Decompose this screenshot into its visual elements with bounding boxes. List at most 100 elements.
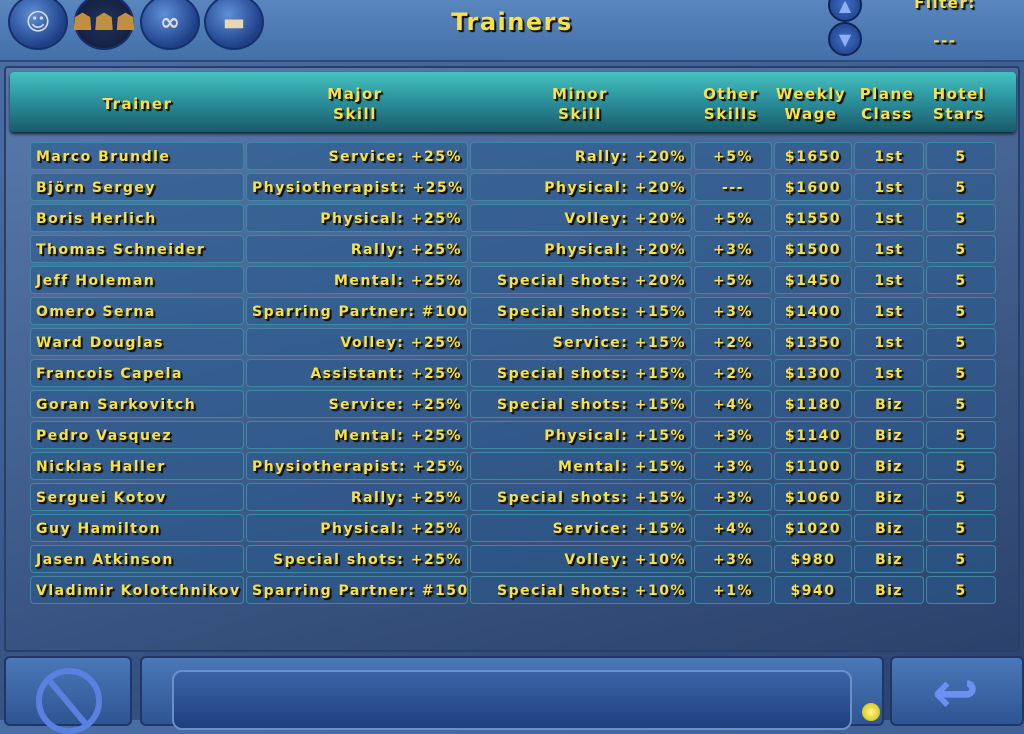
filter-value: ---	[933, 32, 957, 50]
col-trainer[interactable]: Trainer	[102, 95, 173, 113]
col-label: Other	[703, 85, 759, 103]
plane-class-cell: 1st	[854, 142, 924, 170]
hotel-stars-cell: 5	[926, 266, 996, 294]
binoculars-icon[interactable]: ∞	[140, 0, 200, 50]
col-other-skills[interactable]: Other Skills	[696, 84, 766, 124]
people-icon[interactable]: ☗☗☗	[72, 0, 136, 50]
col-label: Weekly	[775, 85, 847, 103]
plane-class-cell: 1st	[854, 266, 924, 294]
col-hotel-stars[interactable]: Hotel Stars	[924, 84, 994, 124]
other-skills-cell: +3%	[694, 483, 772, 511]
trainer-name-cell: Serguei Kotov	[30, 483, 244, 511]
col-label: Wage	[784, 105, 838, 123]
cancel-icon	[36, 668, 102, 734]
table-row[interactable]: Boris Herlich Physical: +25% Volley: +20% +…	[0, 204, 1024, 232]
col-weekly-wage[interactable]: Weekly Wage	[772, 84, 850, 124]
weekly-wage-cell: $1180	[774, 390, 852, 418]
hotel-stars-cell: 5	[926, 173, 996, 201]
table-row[interactable]: Goran Sarkovitch Service: +25% Special sho…	[0, 390, 1024, 418]
plane-class-cell: Biz	[854, 576, 924, 604]
table-row[interactable]: Thomas Schneider Rally: +25% Physical: +20…	[0, 235, 1024, 263]
major-skill-cell: Mental: +25%	[246, 421, 468, 449]
other-skills-cell: +3%	[694, 235, 772, 263]
table-row[interactable]: Björn Sergey Physiotherapist: +25% Physica…	[0, 173, 1024, 201]
other-skills-cell: +4%	[694, 390, 772, 418]
table-row[interactable]: Guy Hamilton Physical: +25% Service: +15% +…	[0, 514, 1024, 542]
hotel-stars-cell: 5	[926, 390, 996, 418]
table-row[interactable]: Jeff Holeman Mental: +25% Special shots: +…	[0, 266, 1024, 294]
col-minor-skill[interactable]: Minor Skill	[515, 84, 645, 124]
hotel-stars-cell: 5	[926, 421, 996, 449]
plane-class-cell: 1st	[854, 297, 924, 325]
top-bar: ☺ ☗☗☗ ∞ ▬ Trainers ▲ ▼ Filter: ---	[0, 0, 1024, 62]
col-plane-class[interactable]: Plane Class	[852, 84, 922, 124]
message-box	[172, 670, 852, 730]
major-skill-cell: Physiotherapist: +25%	[246, 452, 468, 480]
filter-down-button[interactable]: ▼	[828, 22, 862, 56]
trainer-name-cell: Goran Sarkovitch	[30, 390, 244, 418]
hotel-stars-cell: 5	[926, 297, 996, 325]
weekly-wage-cell: $1100	[774, 452, 852, 480]
table-row[interactable]: Vladimir Kolotchnikov Sparring Partner: #…	[0, 576, 1024, 604]
minor-skill-cell: Volley: +10%	[470, 545, 692, 573]
return-button[interactable]: ↩	[890, 656, 1024, 726]
minor-skill-cell: Special shots: +10%	[470, 576, 692, 604]
weekly-wage-cell: $940	[774, 576, 852, 604]
major-skill-cell: Physiotherapist: +25%	[246, 173, 468, 201]
cancel-button[interactable]	[4, 656, 132, 734]
table-row[interactable]: Jasen Atkinson Special shots: +25% Volley:…	[0, 545, 1024, 573]
col-label: Hotel	[932, 85, 986, 103]
weekly-wage-cell: $1600	[774, 173, 852, 201]
minor-skill-cell: Special shots: +15%	[470, 390, 692, 418]
major-skill-cell: Physical: +25%	[246, 514, 468, 542]
weekly-wage-cell: $1550	[774, 204, 852, 232]
table-row[interactable]: Ward Douglas Volley: +25% Service: +15% +2%…	[0, 328, 1024, 356]
plane-class-cell: Biz	[854, 452, 924, 480]
weekly-wage-cell: $1300	[774, 359, 852, 387]
major-skill-cell: Sparring Partner: #100	[246, 297, 468, 325]
hotel-stars-cell: 5	[926, 204, 996, 232]
trainer-name-cell: Ward Douglas	[30, 328, 244, 356]
weekly-wage-cell: $1140	[774, 421, 852, 449]
plane-class-cell: 1st	[854, 235, 924, 263]
major-skill-cell: Mental: +25%	[246, 266, 468, 294]
plane-class-cell: Biz	[854, 545, 924, 573]
plane-class-cell: Biz	[854, 483, 924, 511]
table-row[interactable]: Francois Capela Assistant: +25% Special sh…	[0, 359, 1024, 387]
filter-label: Filter:	[914, 0, 976, 12]
trainer-name-cell: Vladimir Kolotchnikov	[30, 576, 244, 604]
trainer-name-cell: Guy Hamilton	[30, 514, 244, 542]
brain-head-icon[interactable]: ☺	[8, 0, 68, 50]
minor-skill-cell: Volley: +20%	[470, 204, 692, 232]
col-major-skill[interactable]: Major Skill	[290, 84, 420, 124]
plane-class-cell: 1st	[854, 173, 924, 201]
table-row[interactable]: Omero Serna Sparring Partner: #100 Special…	[0, 297, 1024, 325]
table-row[interactable]: Marco Brundle Service: +25% Rally: +20% +5%…	[0, 142, 1024, 170]
other-skills-cell: +5%	[694, 266, 772, 294]
trainer-name-cell: Marco Brundle	[30, 142, 244, 170]
other-skills-cell: +3%	[694, 297, 772, 325]
building-icon[interactable]: ▬	[204, 0, 264, 50]
minor-skill-cell: Special shots: +15%	[470, 297, 692, 325]
major-skill-cell: Service: +25%	[246, 142, 468, 170]
table-row[interactable]: Nicklas Haller Physiotherapist: +25% Menta…	[0, 452, 1024, 480]
minor-skill-cell: Service: +15%	[470, 328, 692, 356]
table-row[interactable]: Pedro Vasquez Mental: +25% Physical: +15% +…	[0, 421, 1024, 449]
col-label: Major	[327, 85, 383, 103]
weekly-wage-cell: $980	[774, 545, 852, 573]
weekly-wage-cell: $1060	[774, 483, 852, 511]
trainer-name-cell: Björn Sergey	[30, 173, 244, 201]
weekly-wage-cell: $1400	[774, 297, 852, 325]
minor-skill-cell: Special shots: +15%	[470, 483, 692, 511]
other-skills-cell: ---	[694, 173, 772, 201]
hotel-stars-cell: 5	[926, 545, 996, 573]
table-row[interactable]: Serguei Kotov Rally: +25% Special shots: +…	[0, 483, 1024, 511]
minor-skill-cell: Physical: +20%	[470, 173, 692, 201]
trainer-name-cell: Pedro Vasquez	[30, 421, 244, 449]
table-header: Trainer Major Skill Minor Skill Other Skill…	[10, 72, 1016, 132]
weekly-wage-cell: $1450	[774, 266, 852, 294]
major-skill-cell: Volley: +25%	[246, 328, 468, 356]
plane-class-cell: 1st	[854, 204, 924, 232]
hotel-stars-cell: 5	[926, 514, 996, 542]
plane-class-cell: 1st	[854, 359, 924, 387]
